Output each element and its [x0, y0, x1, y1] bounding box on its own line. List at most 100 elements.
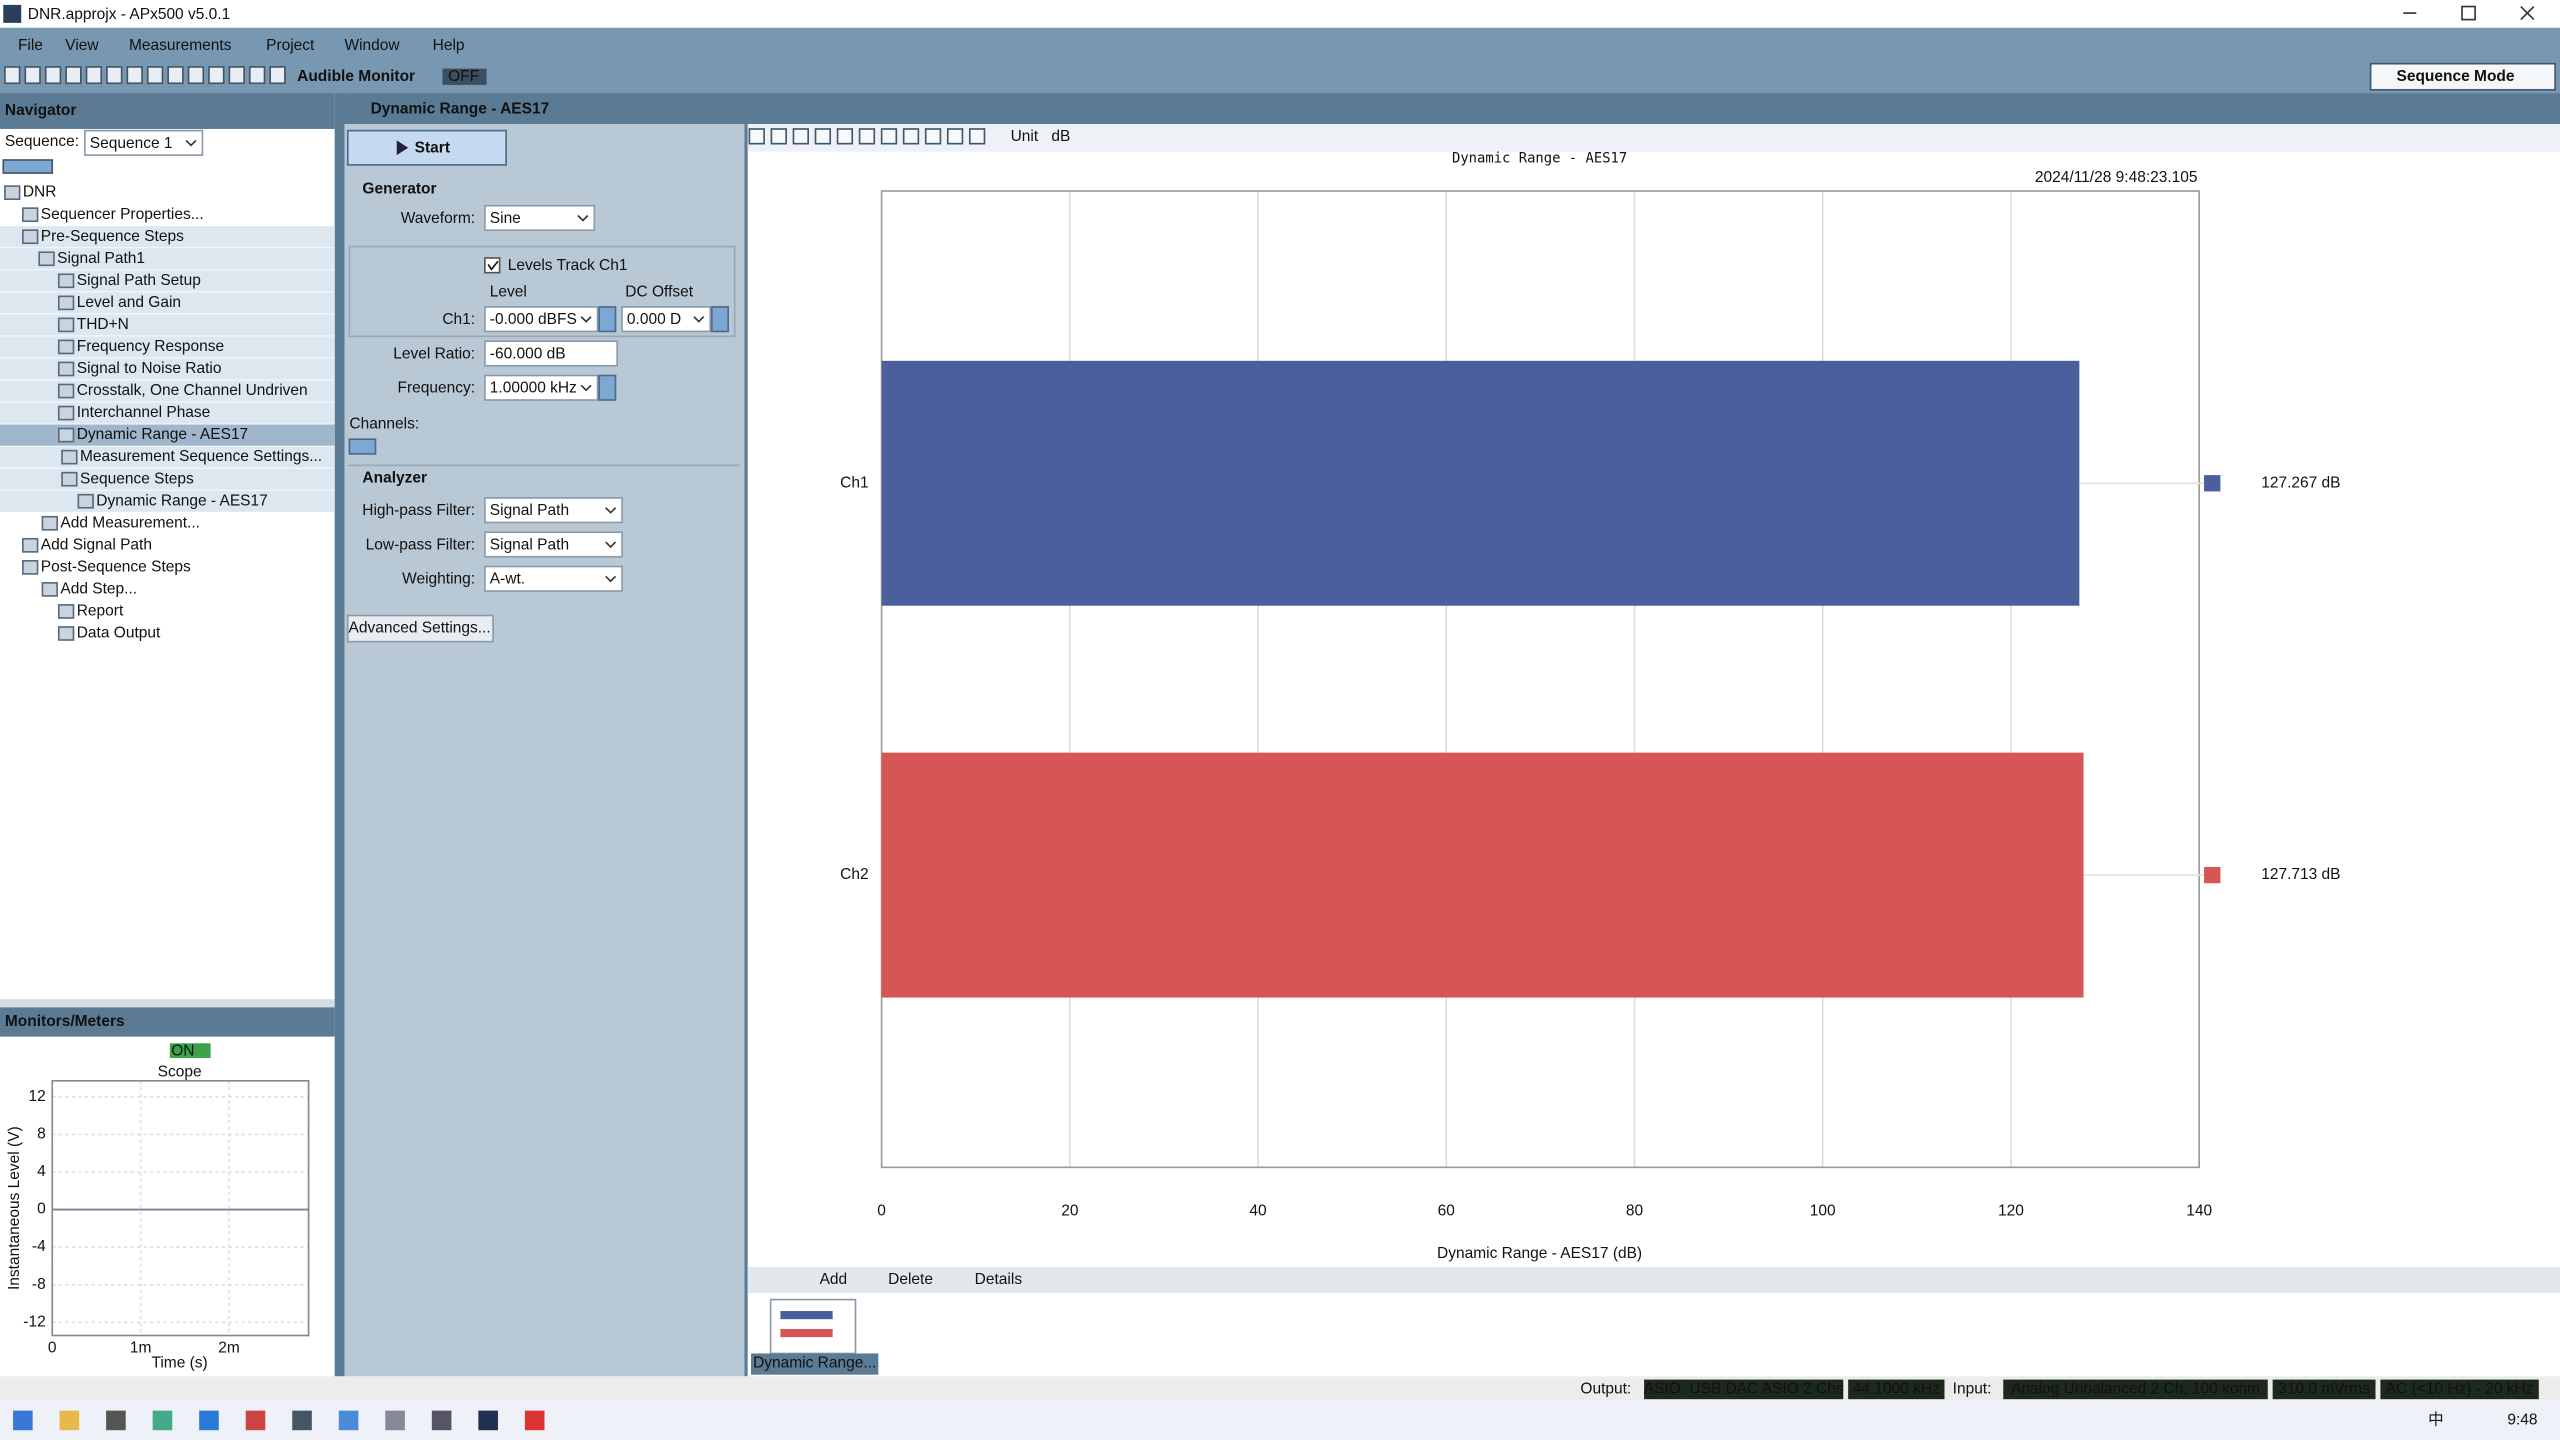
tree-item[interactable]: Sequence Steps [80, 470, 194, 487]
menu-item[interactable]: Help [433, 37, 465, 54]
taskbar-app[interactable] [199, 1410, 219, 1431]
taskbar-app[interactable] [13, 1410, 33, 1431]
menu-item[interactable]: Project [266, 37, 315, 54]
toolbar-icon[interactable] [228, 66, 245, 85]
tree-item[interactable]: Measurement Sequence Settings... [80, 448, 322, 465]
audible-toggle[interactable] [442, 68, 487, 85]
tree-item[interactable]: Data Output [77, 625, 161, 642]
tree-icon [22, 537, 39, 553]
levels-checkbox[interactable] [484, 257, 501, 274]
graph-tool-icon[interactable] [792, 128, 809, 145]
tree-item[interactable]: Level and Gain [77, 294, 181, 311]
highpass-select[interactable] [484, 497, 623, 524]
taskbar-app[interactable] [292, 1410, 312, 1431]
run-sequence[interactable] [2, 159, 54, 174]
section-title: Analyzer [362, 469, 427, 486]
column-header: DC Offset [625, 283, 693, 300]
tree-item[interactable]: Signal to Noise Ratio [77, 360, 222, 377]
toolbar-icon[interactable] [106, 66, 123, 85]
toolbar-icon[interactable] [126, 66, 143, 85]
taskbar-app[interactable] [478, 1410, 498, 1431]
lowpass-select[interactable] [484, 531, 623, 558]
tree-item[interactable]: Interchannel Phase [77, 404, 211, 421]
tree-item[interactable]: Sequencer Properties... [41, 206, 204, 223]
graph-tool-icon[interactable] [946, 128, 964, 145]
monitor-toggle[interactable] [169, 1043, 211, 1058]
tree-item[interactable]: Dynamic Range - AES17 [77, 426, 248, 443]
tree-item[interactable]: Signal Path1 [57, 250, 145, 267]
toolbar-icon[interactable] [65, 66, 82, 85]
add-button[interactable]: Add [820, 1271, 848, 1288]
menu-item[interactable]: Window [344, 37, 400, 54]
level-ratio-input[interactable] [484, 340, 618, 367]
toolbar-icon[interactable] [248, 66, 266, 85]
graph-tool-icon[interactable] [902, 128, 920, 145]
toolbar-icon[interactable] [269, 66, 286, 85]
toolbar-icon[interactable] [146, 66, 164, 85]
toolbar-icon[interactable] [44, 66, 62, 85]
taskbar-app[interactable] [385, 1410, 405, 1431]
advanced-button[interactable] [346, 614, 494, 643]
thumbnail[interactable] [769, 1298, 857, 1355]
thumbnail-label-bg [751, 1353, 879, 1375]
y-tick-label: 8 [37, 1125, 46, 1142]
taskbar-app[interactable] [106, 1410, 126, 1431]
details-button[interactable]: Details [975, 1271, 1023, 1288]
scope-y-label: Instantaneous Level (V) [6, 1126, 23, 1290]
field-label: Channels: [349, 416, 419, 433]
spinner[interactable] [598, 306, 617, 333]
spinner[interactable] [598, 374, 617, 401]
graph-tool-icon[interactable] [814, 128, 832, 145]
weighting-select[interactable] [484, 565, 623, 592]
graph-tool-icon[interactable] [770, 128, 787, 145]
taskbar-app[interactable] [59, 1410, 80, 1431]
tree-item[interactable]: Add Step... [60, 580, 137, 597]
graph-tool-icon[interactable] [858, 128, 876, 145]
graph-tool-icon[interactable] [880, 128, 898, 145]
tree-icon [57, 339, 75, 355]
toolbar-icon[interactable] [187, 66, 205, 85]
category-label: Ch2 [840, 866, 868, 883]
graph-tool-icon[interactable] [924, 128, 942, 145]
taskbar-app[interactable] [338, 1410, 359, 1431]
tree-item[interactable]: Add Signal Path [41, 536, 152, 553]
tree-item[interactable]: Pre-Sequence Steps [41, 228, 184, 245]
level-select[interactable] [484, 306, 599, 333]
tree-item[interactable]: Frequency Response [77, 338, 224, 355]
sequence-select[interactable] [84, 129, 204, 156]
sequence-mode-button[interactable] [2369, 62, 2556, 91]
tree-item[interactable]: Report [77, 603, 124, 620]
tree-item[interactable]: Dynamic Range - AES17 [96, 492, 267, 509]
tree-item[interactable]: Crosstalk, One Channel Undriven [77, 382, 308, 399]
clock: 9:48 [2507, 1412, 2537, 1429]
menu-item[interactable]: View [65, 37, 99, 54]
taskbar-app[interactable] [152, 1410, 173, 1431]
delete-button[interactable]: Delete [888, 1271, 933, 1288]
graph-tool-icon[interactable] [836, 128, 854, 145]
x-tick-label: 60 [1438, 1203, 1456, 1220]
start-button[interactable] [346, 129, 507, 166]
menu-item[interactable]: File [18, 37, 43, 54]
toolbar-icon[interactable] [208, 66, 225, 85]
tree-item[interactable]: Post-Sequence Steps [41, 558, 191, 575]
menu-item[interactable]: Measurements [129, 37, 232, 54]
toolbar-icon[interactable] [4, 66, 21, 85]
tree-item[interactable]: Add Measurement... [60, 514, 200, 531]
tree-row-bg [0, 380, 335, 402]
taskbar-app[interactable] [431, 1410, 452, 1431]
tree-item[interactable]: Signal Path Setup [77, 272, 201, 289]
frequency-select[interactable] [484, 374, 599, 401]
channel-buttons[interactable] [348, 438, 377, 455]
graph-tool-icon[interactable] [968, 128, 986, 145]
taskbar-app[interactable] [524, 1410, 545, 1431]
taskbar-app[interactable] [245, 1410, 266, 1431]
toolbar-icon[interactable] [167, 66, 184, 85]
waveform-select[interactable] [484, 204, 596, 232]
field-label: Ch1: [442, 311, 475, 328]
graph-tool-icon[interactable] [748, 128, 765, 145]
spinner[interactable] [711, 306, 729, 333]
tree-item[interactable]: DNR [23, 184, 57, 201]
toolbar-icon[interactable] [24, 66, 41, 85]
toolbar-icon[interactable] [85, 66, 103, 85]
tree-item[interactable]: THD+N [77, 316, 129, 333]
